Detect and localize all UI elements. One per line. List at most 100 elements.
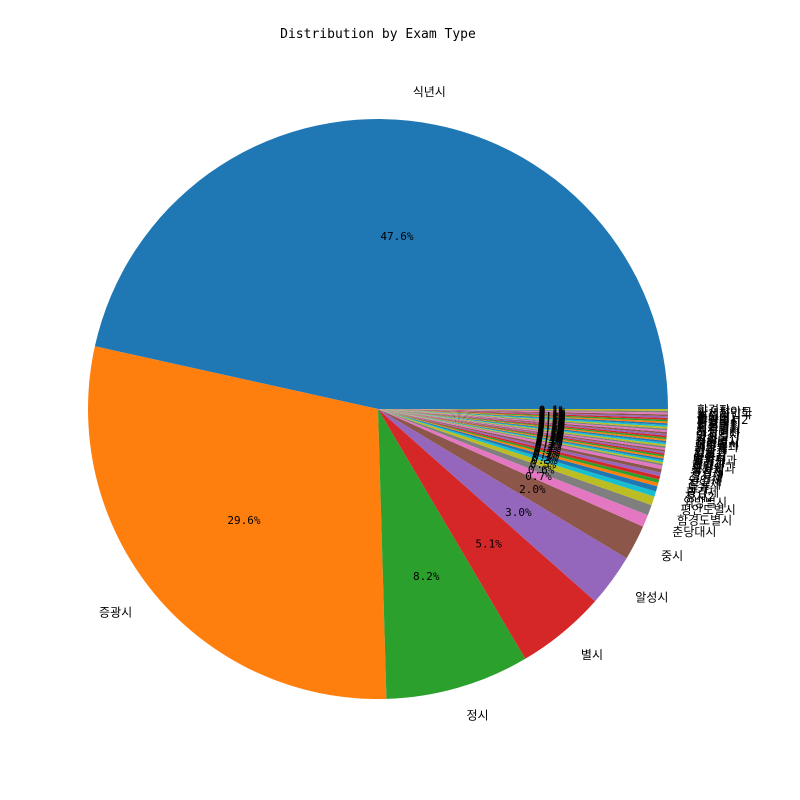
slice-percent-label: 0.1% [538,418,565,431]
slice-label: 도과 [687,481,709,495]
slice-label: 의주별시 [696,423,740,437]
slice-percent-label: 0.1% [538,416,565,429]
slice-percent-label: 29.6% [227,514,260,527]
slice-label: 수원별시 [695,434,739,448]
pie-slice [378,409,656,497]
slice-percent-label: 0.1% [539,404,566,417]
slice-percent-label: 0.2% [535,438,562,451]
slice-percent-label: 0.1% [538,414,565,427]
slice-label: 탁영시 [693,452,726,466]
slice-percent-label: 0.1% [536,431,563,444]
pie-slice [88,346,387,700]
slice-percent-label: 0.1% [536,436,563,449]
pie-slice [378,409,666,449]
slice-label: 중광시 [692,456,725,470]
slice-percent-label: 0.3% [532,451,559,464]
slice-label: 현량과 [694,444,727,458]
slice-label: 제주별시 [695,438,739,452]
slice-percent-label: 0.1% [537,428,564,441]
slice-label: 증광시 [99,605,132,619]
slice-label: 강화별시 [695,436,739,450]
pie-slice [378,409,660,483]
pie-percent-labels: 47.6%29.6%8.2%5.1%3.0%2.0%0.7%0.6%0.5%0.… [227,230,565,583]
pie-slice [378,409,661,480]
slice-percent-label: 0.1% [539,405,566,418]
pie-slice [378,409,668,415]
slice-percent-label: 0.7% [525,470,552,483]
slice-percent-label: 0.1% [537,430,564,443]
slice-label: 정시2 [685,490,715,504]
slice-percent-label: 0.3% [531,454,558,467]
slice-label: 절일제 [688,478,721,492]
slice-percent-label: 0.1% [538,420,565,433]
slice-percent-label: 0.1% [536,435,563,448]
pie-slice [378,409,664,464]
pie-slice [378,409,663,466]
slice-label: 서북별시 [696,421,740,435]
pie-slice [378,409,666,450]
slice-label: 인일제 [689,474,722,488]
slice-label: 관무재 [694,442,727,456]
slice-label: 경과 [696,432,718,446]
slice-percent-label: 0.6% [528,464,555,477]
slice-label: 함흥별시 [697,415,741,429]
pie-slice [378,409,667,436]
slice-label: 진현시 [694,448,727,462]
pie-slice [378,409,668,431]
slice-label: 중시 [661,549,683,563]
slice-percent-label: 3.0% [505,506,532,519]
pie-slice [378,409,665,456]
slice-label: 별시문과 [693,454,737,468]
slice-label: 전강 [692,459,714,473]
slice-label: 정시 [466,708,488,722]
slice-label: 알성별시 [696,428,740,442]
slice-percent-label: 0.1% [538,417,565,430]
slice-percent-label: 5.1% [475,537,502,550]
slice-percent-label: 0.1% [538,423,565,436]
slice-label: 관서별시 [697,417,741,431]
pie-slice [378,409,667,438]
slice-label: 평안도별시 [681,503,736,517]
pie-slice [378,409,648,527]
pie-slice [378,409,658,492]
slice-label: 춘도기 [697,409,730,423]
pie-slice [378,409,668,418]
pie-slice [378,409,659,487]
slice-label: 구일제 [690,466,723,480]
slice-label: 합격자 [697,403,730,417]
slice-percent-label: 0.1% [538,424,565,437]
pie-slice [378,409,668,424]
slice-label: 중시대거 [697,411,741,425]
slice-percent-label: 0.1% [537,427,564,440]
pie-slice [378,409,664,463]
pie-slice [378,409,667,443]
pie-slice [94,119,669,409]
slice-percent-label: 0.1% [536,434,563,447]
slice-percent-label: 0.1% [539,409,566,422]
slice-percent-label: 0.2% [533,448,560,461]
pie-slice [378,409,668,417]
pie-slice [378,409,665,459]
pie-slice [378,409,627,602]
slice-label: 친림과 [692,458,725,472]
slice-label: 식년시 [413,85,446,99]
pie-slice [378,409,661,477]
pie-slice [378,409,662,473]
slice-percent-label: 0.1% [537,426,564,439]
slice-label: 외방별과 [695,440,739,454]
slice-percent-label: 47.6% [380,230,413,243]
pie-slice [378,409,667,445]
slice-percent-label: 0.1% [536,432,563,445]
pie-slice [378,409,526,699]
slice-label: 외방별시2 [697,413,749,427]
pie-slice [378,409,652,516]
pie-slice [378,409,596,659]
slice-percent-label: 8.2% [413,570,440,583]
slice-percent-label: 0.5% [530,458,557,471]
slice-percent-label: 0.1% [539,411,566,424]
pie-slice [378,409,655,506]
pie-slice [378,409,665,457]
slice-label: 등준시 [693,450,726,464]
slice-percent-label: 0.1% [538,421,565,434]
slice-label: 칠석제 [690,470,723,484]
